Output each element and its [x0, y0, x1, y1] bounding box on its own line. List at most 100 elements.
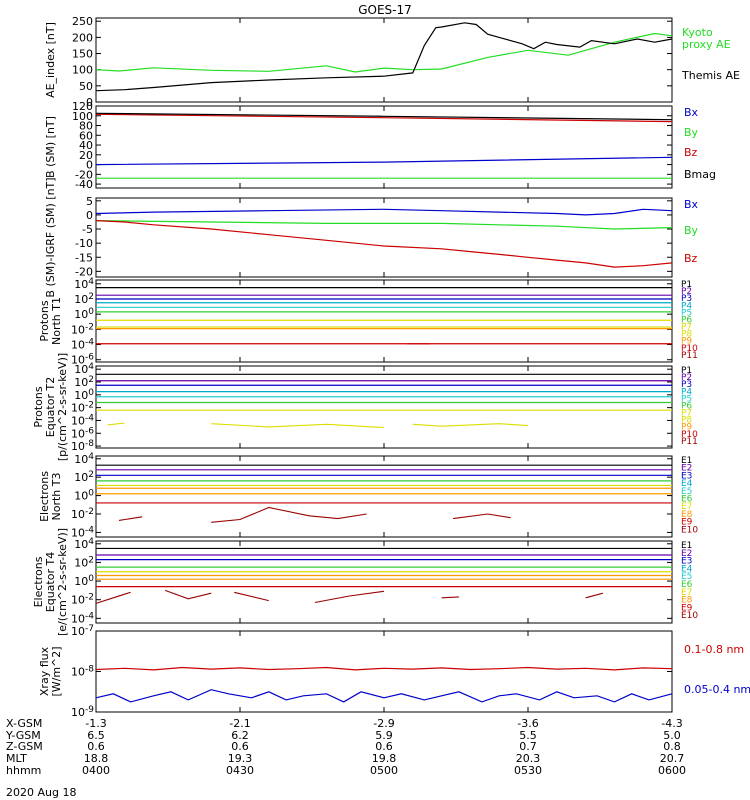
y-axis-label-ee: Electrons	[32, 556, 45, 607]
flux-segment-pe	[107, 422, 125, 426]
y-axis-label-pn: Protons	[38, 300, 51, 341]
legend-label-pn: P6	[681, 315, 692, 325]
flux-segment-ee	[441, 596, 459, 599]
legend-label-bigrf: Bx	[684, 198, 699, 211]
axis-row-value: -2.1	[229, 717, 250, 730]
y-tick-label-bigrf: 5	[86, 195, 93, 208]
axis-row-value: 0.8	[663, 740, 681, 753]
legend-label-en: E8	[681, 510, 693, 520]
y-tick-label-ae: 50	[79, 80, 93, 93]
axis-row-value: 6.5	[87, 729, 105, 742]
axis-row-value: 18.8	[84, 752, 109, 765]
y-tick-label-ee: 100	[74, 574, 94, 588]
legend-label-pe: P3	[681, 380, 692, 390]
y-tick-label-en: 100	[74, 489, 94, 503]
y-tick-label-pe: 10-6	[71, 426, 94, 440]
y-tick-label-bsm: 0	[86, 159, 93, 172]
y-axis-label-ee: Equator T4	[44, 552, 57, 612]
legend-label-ee: E3	[681, 557, 692, 567]
axis-row-value: 5.0	[663, 729, 681, 742]
y-axis-label-en: Electrons	[38, 471, 51, 522]
y-tick-label-xray: 10-7	[71, 624, 94, 638]
y-axis-label-pe: Equator T2	[44, 377, 57, 437]
axis-row-value: 5.5	[519, 729, 537, 742]
y-tick-label-pn: 10-2	[71, 322, 94, 336]
axis-row-value: 19.3	[228, 752, 253, 765]
y-axis-label-pe: [p/(cm^2-s-sr-keV)]	[56, 353, 69, 461]
legend-label-ee: E1	[681, 541, 692, 551]
legend-label-bsm: By	[684, 126, 699, 139]
legend-label-ee: E5	[681, 572, 692, 582]
legend-label-ee: E7	[681, 588, 692, 598]
y-tick-label-bsm: 60	[79, 129, 93, 142]
axis-row-value: 0500	[370, 764, 398, 777]
flux-segment-pe	[412, 423, 529, 427]
legend-label-ee: E2	[681, 549, 692, 559]
y-tick-label-pe: 100	[74, 388, 94, 402]
y-tick-label-en: 104	[74, 452, 94, 466]
axis-row-label: Y-GSM	[5, 729, 41, 742]
axis-row-value: 20.7	[660, 752, 685, 765]
y-tick-label-en: 10-2	[71, 507, 94, 521]
axis-row-value: 0600	[658, 764, 686, 777]
y-tick-label-bsm: 100	[72, 110, 93, 123]
y-axis-label-xray: [W/m^2]	[50, 646, 63, 696]
legend-label-en: E9	[681, 518, 693, 528]
y-tick-label-ae: 150	[72, 48, 93, 61]
axis-row-value: 0.6	[375, 740, 393, 753]
y-tick-label-bsm: 80	[79, 120, 93, 133]
panel-frame-en	[95, 455, 673, 538]
legend-label-ae: Themis AE	[681, 69, 740, 82]
y-tick-label-bigrf: -15	[75, 251, 93, 264]
axis-row-label: X-GSM	[6, 717, 42, 730]
y-tick-label-bigrf: 0	[86, 209, 93, 222]
y-tick-label-pe: 104	[74, 362, 94, 376]
y-axis-label-pn: North T1	[50, 297, 63, 345]
legend-label-pn: P11	[681, 351, 698, 361]
legend-label-xray: 0.05-0.4 nm	[684, 683, 750, 696]
panel-frame-pe	[95, 365, 673, 449]
legend-label-pn: P1	[681, 280, 692, 290]
plot-title: GOES-17	[358, 3, 412, 17]
axis-row-value: 20.3	[516, 752, 541, 765]
legend-label-pe: P10	[681, 430, 698, 440]
y-axis-label-pe: Protons	[32, 386, 45, 427]
legend-label-en: E4	[681, 479, 693, 489]
series-line-bigrf-bx	[95, 208, 673, 216]
legend-label-pe: P9	[681, 423, 692, 433]
axis-row-label: hhmm	[6, 764, 41, 777]
series-line-bsm-bz	[95, 113, 673, 123]
y-tick-label-pe: 10-8	[71, 439, 94, 453]
legend-label-pe: P8	[681, 416, 692, 426]
flux-segment-ee	[314, 590, 385, 604]
legend-label-pn: P7	[681, 323, 692, 333]
legend-label-pn: P3	[681, 294, 692, 304]
y-tick-label-bsm: 40	[79, 139, 93, 152]
y-axis-label-ae: AE_index [nT]	[44, 22, 57, 98]
y-tick-label-en: 10-4	[71, 525, 94, 539]
legend-label-en: E5	[681, 487, 692, 497]
y-tick-label-ee: 10-4	[71, 611, 94, 625]
panel-frame-pn	[95, 279, 673, 363]
series-line-ae-themis-ae	[95, 22, 673, 92]
legend-label-pe: P7	[681, 409, 692, 419]
axis-row-value: 5.9	[375, 729, 393, 742]
axis-row-value: 0.6	[231, 740, 249, 753]
y-tick-label-xray: 10-9	[71, 705, 94, 719]
series-line-xray-0-1-0-8-nm	[95, 666, 673, 671]
axis-row-value: -2.9	[373, 717, 394, 730]
y-axis-label-bigrf: B (SM)-IGRF (SM) [nT]	[44, 177, 57, 297]
legend-label-en: E6	[681, 495, 693, 505]
legend-label-pn: P4	[681, 301, 692, 311]
legend-label-ee: E4	[681, 564, 693, 574]
axis-row-value: 0.6	[87, 740, 105, 753]
y-tick-label-pn: 10-4	[71, 338, 94, 352]
axis-row-value: 0530	[514, 764, 542, 777]
legend-label-pe: P11	[681, 437, 698, 447]
axis-row-value: 0.7	[519, 740, 537, 753]
legend-label-xray: 0.1-0.8 nm	[684, 643, 744, 656]
axis-row-value: 6.2	[231, 729, 249, 742]
series-line-xray-0-05-0-4-nm	[95, 689, 673, 703]
y-tick-label-bsm: -20	[75, 168, 93, 181]
